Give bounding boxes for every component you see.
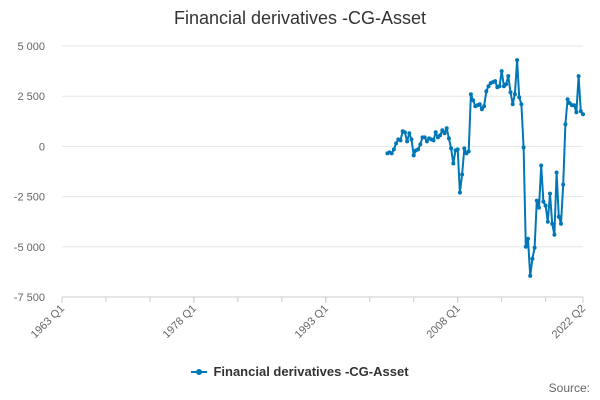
data-point xyxy=(521,145,526,150)
data-point xyxy=(537,205,541,210)
data-point xyxy=(449,146,454,151)
data-point xyxy=(548,191,552,196)
data-point xyxy=(462,146,467,151)
data-point xyxy=(572,103,577,108)
data-point xyxy=(431,138,436,143)
data-point xyxy=(486,84,491,89)
y-tick-label: -7 500 xyxy=(14,292,45,304)
data-point xyxy=(468,92,473,97)
data-point xyxy=(545,219,550,224)
data-point xyxy=(466,149,471,154)
chart-title: Financial derivatives -CG-Asset xyxy=(173,8,427,28)
x-tick-label: 2022 Q2 xyxy=(550,303,588,341)
data-point xyxy=(510,102,515,107)
data-point xyxy=(541,199,546,204)
y-tick-label: -2 500 xyxy=(14,192,45,204)
data-point xyxy=(411,153,416,158)
data-point xyxy=(499,69,504,74)
data-point xyxy=(581,112,585,117)
data-point xyxy=(424,139,429,144)
data-point xyxy=(433,130,438,135)
data-point xyxy=(530,256,535,261)
data-point xyxy=(543,203,548,208)
grid-layer xyxy=(62,45,583,298)
data-point xyxy=(512,92,517,97)
data-point xyxy=(457,190,462,195)
data-point xyxy=(446,136,451,141)
data-point xyxy=(539,163,544,168)
data-point xyxy=(532,245,537,250)
y-tick-label: 2 500 xyxy=(17,91,45,103)
data-point xyxy=(561,182,566,187)
data-point xyxy=(515,58,520,63)
data-point xyxy=(402,130,407,135)
data-point xyxy=(508,90,513,95)
data-point xyxy=(506,74,511,79)
data-point xyxy=(578,109,583,114)
data-point xyxy=(534,198,539,203)
data-point xyxy=(409,137,414,142)
data-point xyxy=(391,147,396,152)
data-point xyxy=(455,147,460,152)
data-point xyxy=(416,147,421,152)
data-point xyxy=(451,161,456,166)
data-point xyxy=(444,126,449,131)
x-tick-label: 2008 Q1 xyxy=(424,303,462,341)
y-tick-label: 0 xyxy=(39,141,45,153)
data-point xyxy=(493,79,498,84)
data-point xyxy=(438,133,443,138)
legend[interactable]: Financial derivatives -CG-Asset xyxy=(0,364,600,379)
data-point xyxy=(479,107,484,112)
y-tick-label: 5 000 xyxy=(17,41,45,53)
data-point xyxy=(576,74,581,79)
y-tick-label: -5 000 xyxy=(14,242,45,254)
data-point xyxy=(460,172,465,177)
source-label[interactable]: Source: xyxy=(548,381,590,395)
data-point xyxy=(484,89,489,94)
series-layer xyxy=(385,58,585,278)
data-point xyxy=(407,131,412,136)
data-point xyxy=(422,135,427,140)
data-point xyxy=(477,102,482,107)
data-point xyxy=(394,141,399,146)
data-point xyxy=(442,131,447,136)
data-point xyxy=(565,97,570,102)
data-point xyxy=(389,151,394,156)
data-point xyxy=(398,138,403,143)
data-point xyxy=(418,142,423,147)
data-point xyxy=(563,122,568,127)
data-point xyxy=(482,104,487,109)
data-point xyxy=(504,82,509,87)
data-point xyxy=(497,84,502,89)
data-point xyxy=(517,95,522,100)
x-tick-label: 1978 Q1 xyxy=(161,303,199,341)
data-point xyxy=(523,244,528,249)
data-point xyxy=(528,273,533,278)
data-point xyxy=(556,214,561,219)
legend-label: Financial derivatives -CG-Asset xyxy=(213,364,409,379)
axis-layer xyxy=(61,296,584,303)
data-point xyxy=(471,98,476,103)
data-point xyxy=(574,110,579,115)
x-tick-label: 1963 Q1 xyxy=(29,303,67,341)
data-point xyxy=(550,221,555,226)
data-point xyxy=(405,139,410,144)
legend-swatch xyxy=(191,368,208,375)
data-point xyxy=(526,236,530,241)
x-tick-label: 1993 Q1 xyxy=(293,303,331,341)
legend-marker xyxy=(196,368,203,375)
data-point xyxy=(519,102,524,107)
data-point xyxy=(440,128,445,133)
data-point xyxy=(554,170,559,175)
data-point xyxy=(559,221,563,226)
data-point xyxy=(552,232,557,237)
